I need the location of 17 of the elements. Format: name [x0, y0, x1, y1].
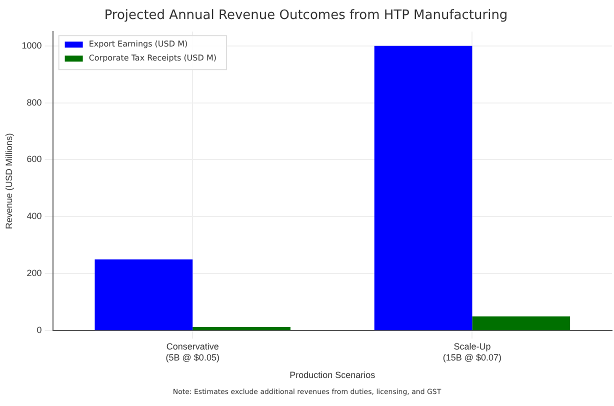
y-tick-label: 400 [26, 211, 42, 222]
legend-label: Corporate Tax Receipts (USD M) [88, 54, 216, 63]
chart-title: Projected Annual Revenue Outcomes from HTP Manufacturing [104, 8, 508, 24]
legend-label: Export Earnings (USD M) [88, 40, 188, 49]
y-tick-label: 0 [36, 325, 42, 336]
y-tick-label: 600 [26, 154, 42, 164]
bar [374, 46, 472, 330]
bar [472, 316, 570, 330]
bar [192, 327, 290, 330]
y-tick-label: 1000 [22, 40, 42, 50]
y-tick-label: 800 [26, 97, 42, 108]
x-axis-title: Production Scenarios [290, 370, 376, 380]
x-tick-label: Conservative (5B @ $0.05) [166, 341, 220, 362]
y-tick-label: 200 [26, 268, 42, 278]
y-axis-title: Revenue (USD Millions) [4, 133, 14, 230]
bar [94, 259, 193, 330]
x-tick-label: Scale-Up (15B @ $0.07) [442, 341, 502, 362]
